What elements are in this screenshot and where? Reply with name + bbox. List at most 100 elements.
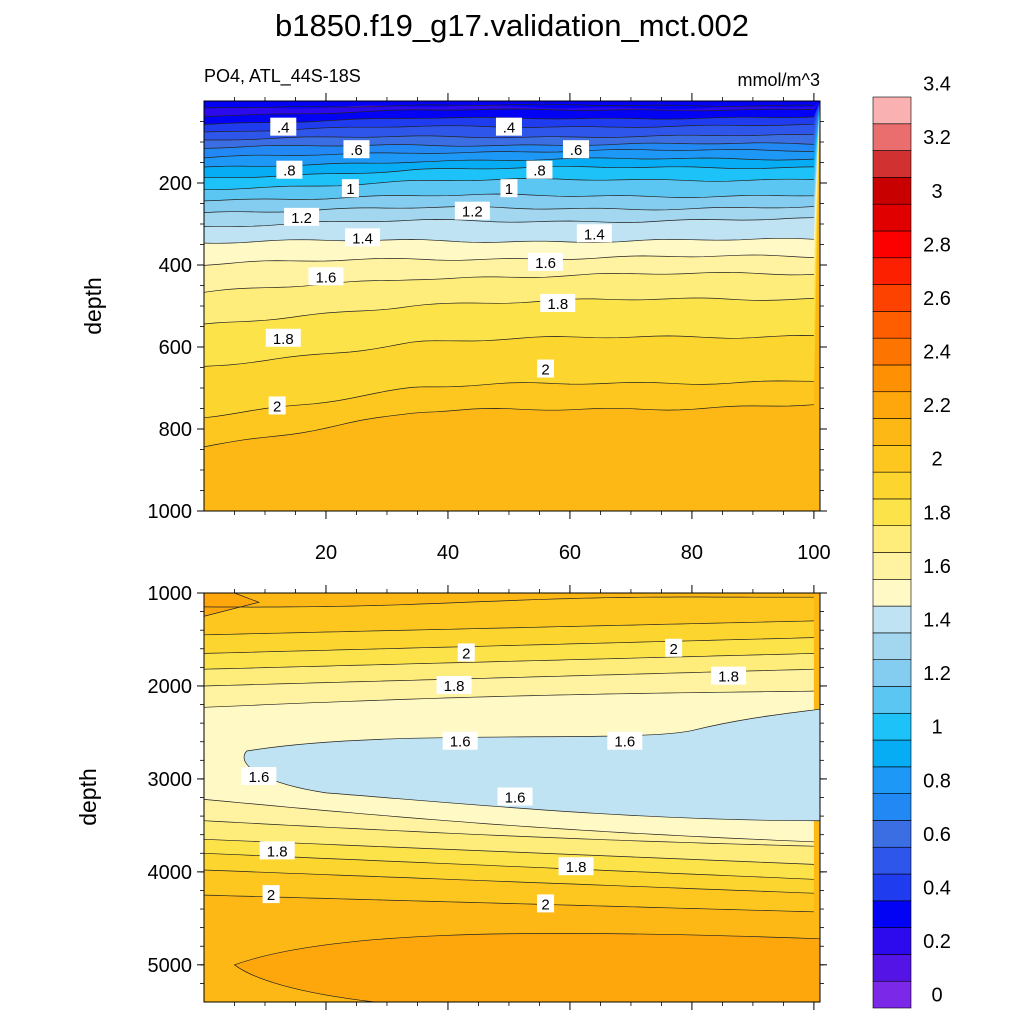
lower-contour-label-box (262, 885, 280, 904)
upper-contour-label: 1.8 (265, 328, 301, 348)
lower-fill-region (204, 597, 814, 635)
upper-contour-label: .6 (343, 140, 370, 159)
lower-fill-region (204, 853, 814, 894)
lower-contour-label-box (457, 643, 475, 662)
colorbar-label: 0.8 (923, 770, 951, 792)
lower-contour-label-text: 1.6 (450, 734, 471, 751)
lower-contour-line (203, 852, 814, 880)
colorbar-swatch (872, 578, 912, 607)
lower-contour-label-box (442, 731, 478, 750)
upper-panel: PO4, ATL_44S-18S mmol/m^3 .4 .4 .6 .6 .8 .8 1 1… (80, 66, 831, 564)
colorbar-swatch (872, 900, 912, 928)
colorbar-label: 2 (931, 449, 942, 471)
colorbar-swatch (872, 391, 912, 419)
lower-contour-label-text: 2 (669, 641, 677, 658)
colorbar-swatch (872, 96, 912, 125)
upper-axes: 200 400 600 800 1000 20 40 60 80 100 (148, 93, 831, 564)
upper-contour-line (203, 103, 814, 109)
lower-contour-label-text: 1.6 (505, 790, 526, 807)
lower-fill-region (204, 799, 814, 847)
upper-contour-line (203, 335, 814, 367)
upper-contour-line (203, 404, 814, 448)
colorbar-label: 2.2 (923, 395, 951, 417)
upper-x-tick-label: 40 (437, 542, 459, 564)
upper-y-tick-label: 800 (159, 419, 192, 441)
colorbar-swatch (872, 552, 912, 580)
lower-contour-label-text: 1.6 (248, 769, 269, 786)
lower-contour-label-text: 1.8 (566, 859, 587, 876)
lower-contour-fill (203, 592, 821, 1003)
upper-contour-line (204, 178, 814, 191)
lower-fill-region (204, 870, 814, 912)
upper-x-tick-label: 60 (559, 542, 581, 564)
lower-contour-label-box (711, 666, 747, 685)
lower-contour-label: 1.6 (607, 731, 643, 751)
lower-contour-label-text: 2 (267, 887, 275, 904)
upper-contour-label-box (495, 117, 522, 136)
colorbar-swatch (872, 203, 912, 232)
colorbar-swatch (872, 820, 912, 848)
colorbar-swatch (872, 498, 912, 527)
upper-contour-label-box (265, 328, 301, 347)
upper-contour-label: .4 (495, 117, 522, 137)
upper-contour-label-text: 1.6 (316, 269, 337, 286)
colorbar-label: 1 (931, 717, 942, 739)
upper-contour-label: 1 (341, 179, 359, 198)
lower-contour-label-text: 1.8 (267, 843, 288, 860)
upper-contour-label-box (343, 140, 370, 159)
colorbar-swatch (872, 418, 912, 446)
upper-contour-label-box (526, 160, 553, 179)
upper-contour-label-box (563, 140, 590, 159)
colorbar-label: 1.2 (923, 663, 951, 685)
upper-contour-label-text: .8 (533, 163, 546, 180)
lower-contour-label-text: 1.8 (718, 669, 739, 686)
colorbar-swatch (872, 257, 912, 285)
colorbar-swatch (872, 605, 912, 634)
colorbar-swatch (872, 873, 912, 902)
colorbar-swatch (872, 150, 912, 178)
colorbar-label: 3 (931, 181, 942, 203)
colorbar-swatch (872, 739, 912, 768)
lower-fill-region (204, 839, 814, 880)
upper-contour-line (203, 271, 814, 293)
upper-contour-label-box (270, 117, 297, 136)
upper-contour-label-box (276, 160, 303, 179)
colorbar-swatch (872, 927, 912, 955)
lower-fill-region (204, 820, 814, 865)
colorbar: 0 0.2 0.4 0.6 0.8 1 1.2 1.4 1.6 1.8 2 2.2 2.4 2.6 2.8 3… (872, 74, 951, 1009)
colorbar-swatch (872, 364, 912, 393)
colorbar-swatch (872, 525, 912, 553)
colorbar-label: 1.8 (923, 502, 951, 524)
upper-contour-label-box (537, 359, 555, 378)
colorbar-swatch (872, 632, 912, 660)
lower-y-tick-label: 3000 (148, 769, 193, 791)
colorbar-label: 1.4 (923, 609, 951, 631)
lower-contour-label-box (436, 675, 472, 694)
upper-contour-label-text: 1.4 (584, 226, 605, 243)
upper-x-tick-label: 20 (315, 542, 337, 564)
upper-contour-label-text: 1.2 (462, 204, 483, 221)
upper-contour-label-text: 2 (541, 362, 549, 379)
lower-contour-lines (203, 596, 814, 913)
lower-contour-label: 2 (665, 638, 683, 658)
upper-contour-label-text: 1.2 (291, 210, 312, 227)
lower-contour-label-box (259, 841, 295, 860)
lower-fill-region (233, 932, 821, 1003)
upper-contour-line (203, 297, 814, 325)
lower-contour-label: 1.6 (241, 767, 277, 786)
upper-contour-label: .4 (270, 117, 297, 137)
colorbar-label: 3.4 (923, 74, 951, 96)
colorbar-swatch (872, 954, 912, 982)
lower-panel: 2 2 1.8 1.8 1.6 1.6 1.6 1.6 1.8 1.8 2 2 1000 2000 300… (75, 583, 827, 1010)
upper-contour-label: 1.2 (454, 201, 490, 221)
lower-y-tick-label: 4000 (148, 862, 193, 884)
upper-y-tick-label: 600 (159, 337, 192, 359)
upper-contour-label: 1.4 (345, 228, 381, 247)
upper-contour-label-text: .4 (277, 120, 290, 137)
lower-axes: 1000 2000 3000 4000 5000 (148, 583, 827, 1010)
upper-contour-line (203, 157, 814, 168)
upper-contour-line (203, 108, 814, 117)
colorbar-swatch (872, 766, 912, 794)
upper-contour-line (203, 237, 814, 244)
lower-contour-label: 1.8 (259, 841, 295, 860)
